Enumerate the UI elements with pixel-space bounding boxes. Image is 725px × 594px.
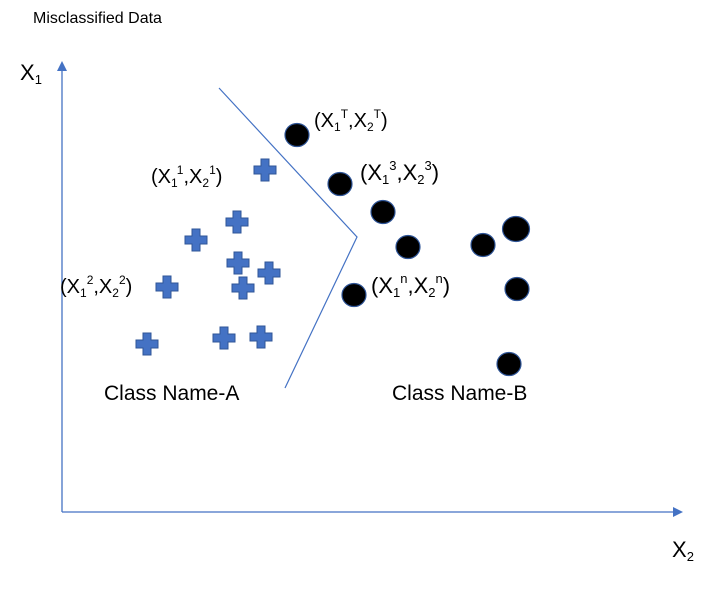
class-a-cross-marker [231,276,255,300]
class-a-cross-marker [253,158,277,182]
class-b-circle-marker [395,234,421,260]
class-a-cross-marker [225,210,249,234]
point-label-x3: (X13,X23) [360,158,439,187]
class-a-cross-marker [184,228,208,252]
class-a-cross-marker [135,332,159,356]
class-b-points [284,122,531,377]
point-label-xt: (X1T,X2T) [314,107,388,134]
class-a-cross-marker [226,251,250,275]
point-label-xn: (X1n,X2n) [371,271,450,300]
class-b-circle-marker [370,199,396,225]
class-b-label: Class Name-B [392,382,527,405]
class-b-circle-marker [470,232,496,258]
class-b-circle-marker [496,351,522,377]
diagram-title: Misclassified Data [33,10,162,27]
class-b-circle-marker [501,215,531,243]
class-a-cross-marker [155,275,179,299]
decision-boundary-line [218,87,358,389]
class-b-circle-marker [327,171,353,197]
class-a-cross-marker [249,325,273,349]
y-axis-label: X1 [20,60,42,87]
class-a-label: Class Name-A [104,382,239,405]
class-a-cross-marker [257,261,281,285]
class-b-circle-marker [341,282,367,308]
class-a-points [135,158,281,356]
class-a-cross-marker [212,326,236,350]
class-b-circle-marker [504,276,530,302]
point-label-x2: (X12,X22) [60,273,132,300]
point-label-x1: (X11,X21) [151,163,222,190]
class-b-circle-marker [284,122,310,148]
x-axis-label: X2 [672,537,694,564]
